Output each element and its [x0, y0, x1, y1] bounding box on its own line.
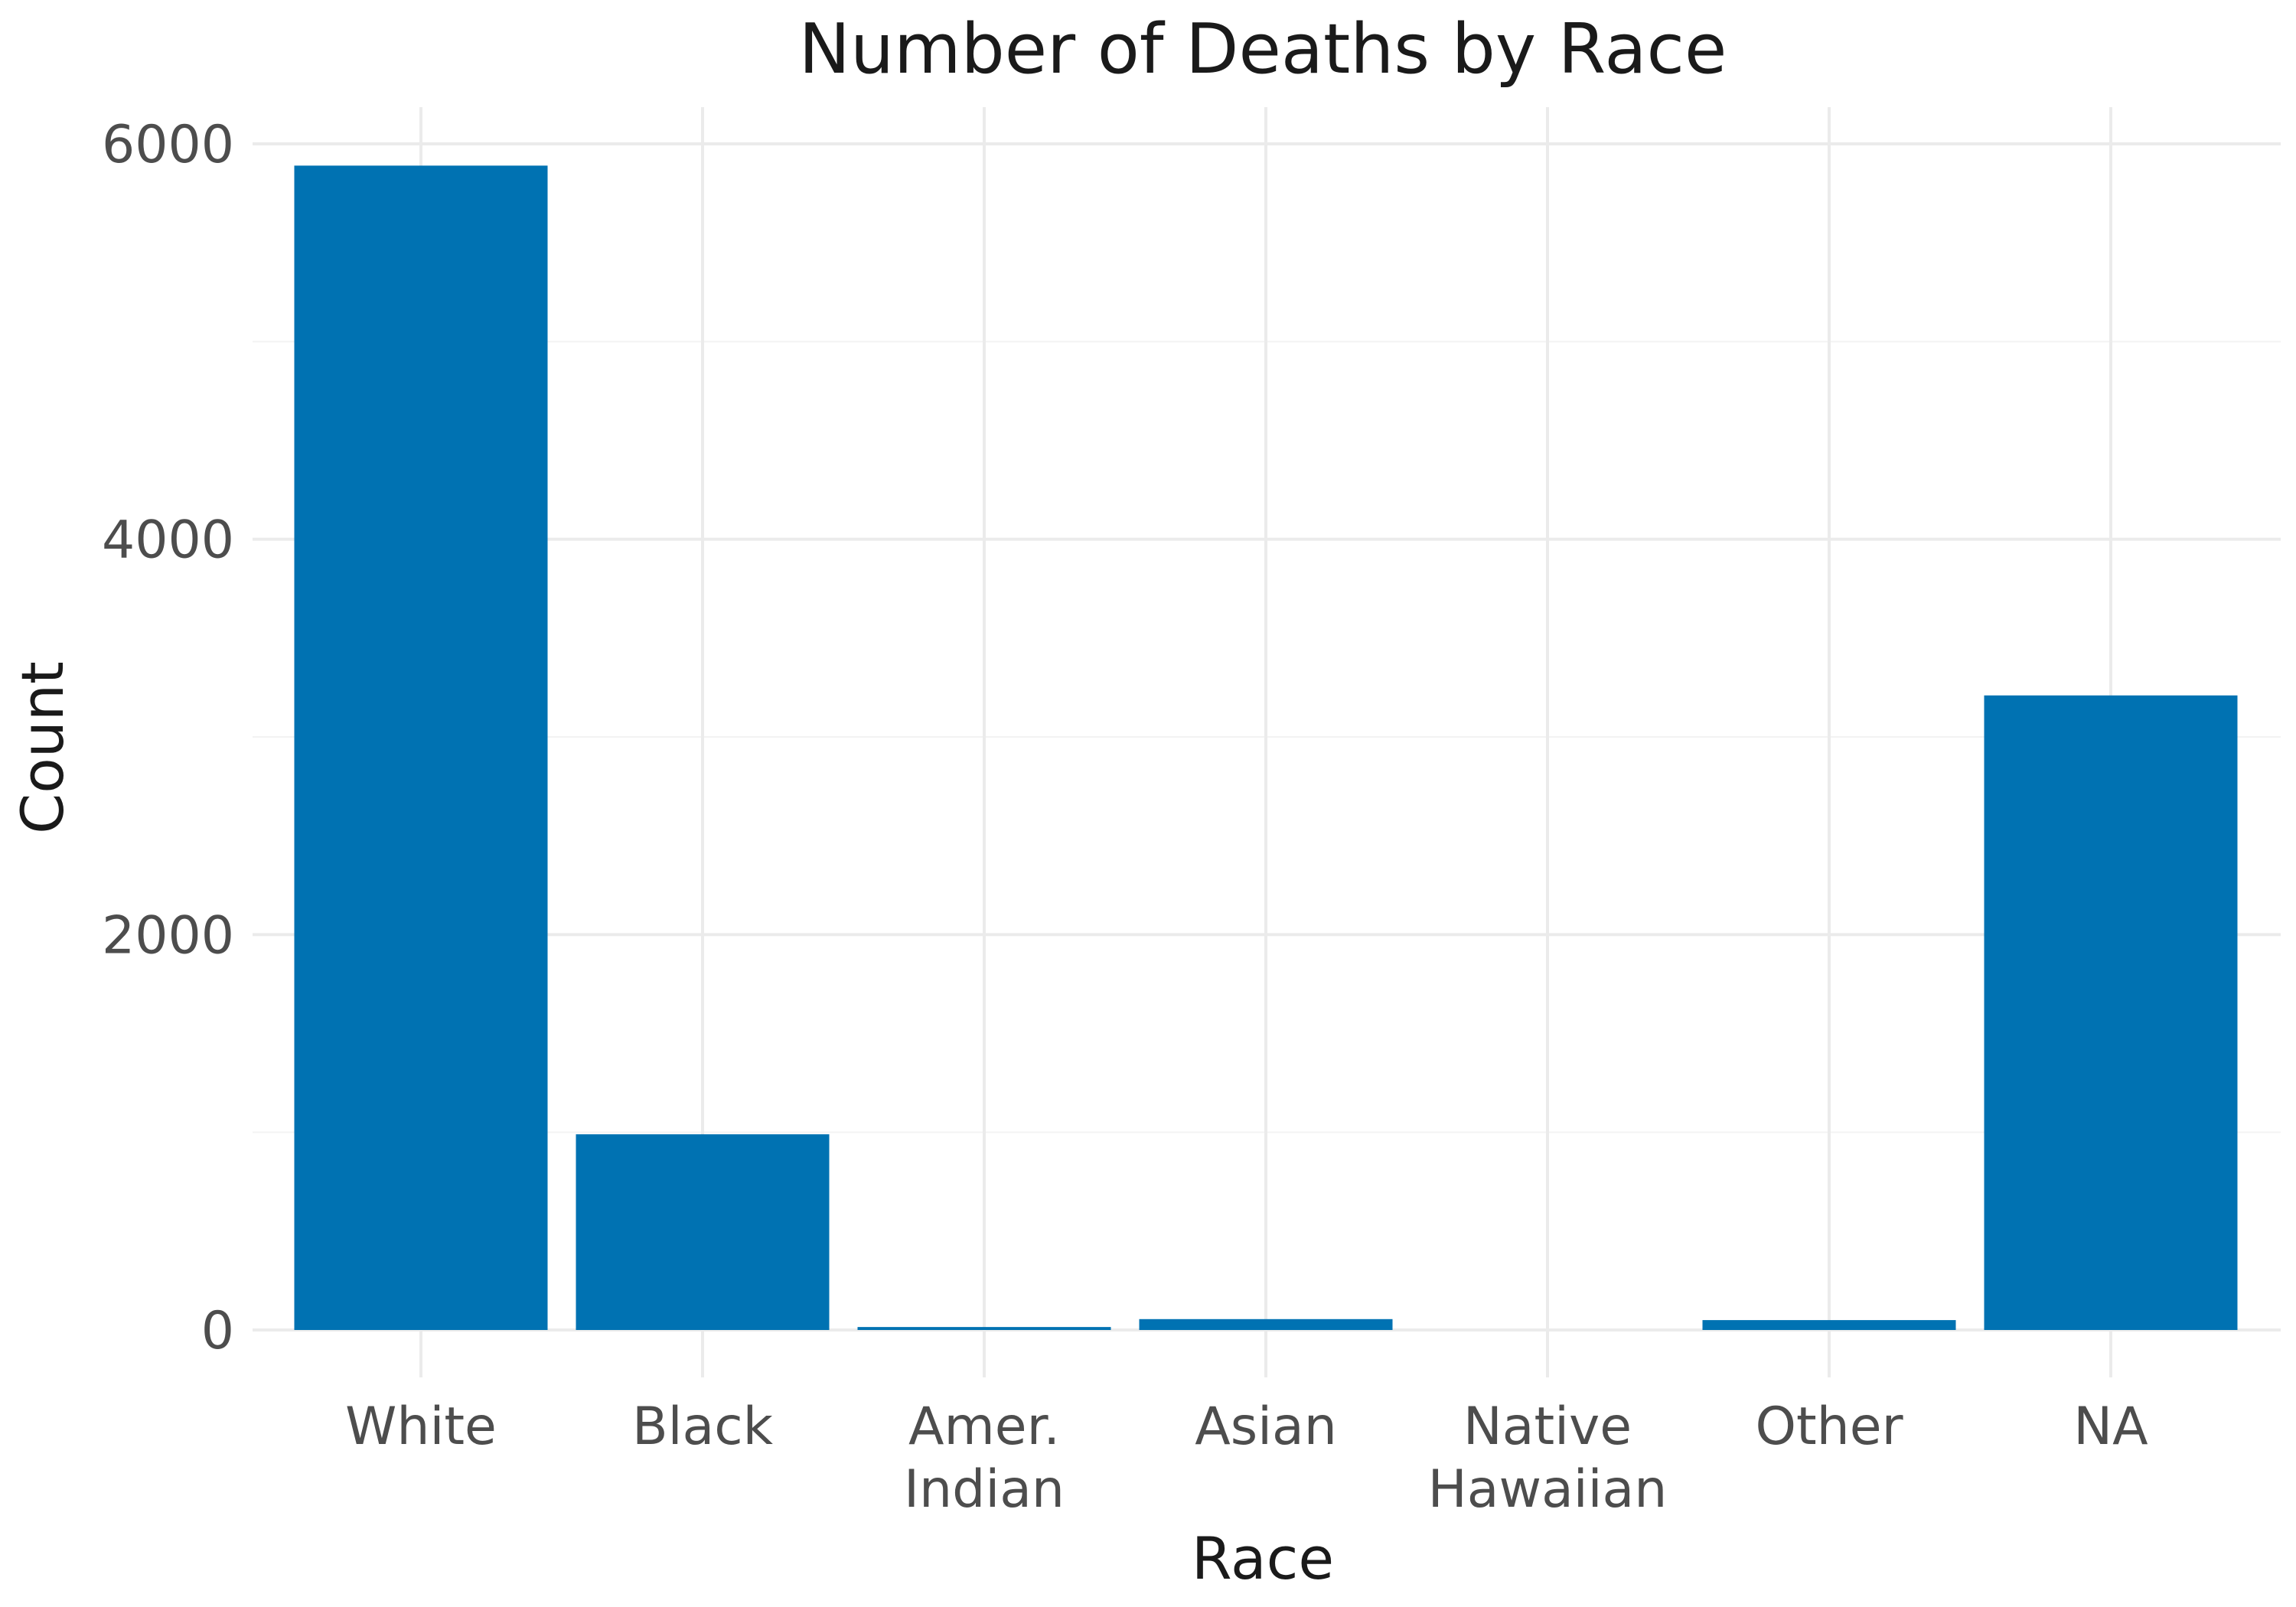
x-tick-label: White: [345, 1397, 497, 1457]
bar-asian: [1139, 1319, 1393, 1330]
x-tick-labels: White Black Amer. Indian Asian Native Hawaiian…: [345, 1397, 2148, 1520]
x-tick-label: Asian: [1195, 1397, 1337, 1457]
x-tick-label: Black: [632, 1397, 774, 1457]
x-axis-title: Race: [1192, 1524, 1334, 1592]
bar-black: [576, 1134, 830, 1330]
y-tick-label: 4000: [102, 510, 234, 571]
y-tick-label: 2000: [102, 905, 234, 966]
y-tick-labels: 0 2000 4000 6000: [102, 115, 234, 1361]
y-tick-label: 6000: [102, 115, 234, 175]
chart-title: Number of Deaths by Race: [799, 9, 1727, 90]
bar-other: [1702, 1320, 1956, 1330]
y-tick-label: 0: [201, 1301, 234, 1361]
x-tick-label: Other: [1755, 1397, 1903, 1457]
bars: [294, 165, 2238, 1331]
bar-na: [1984, 695, 2238, 1330]
x-tick-label: Amer. Indian: [904, 1397, 1065, 1520]
bar-white: [294, 165, 548, 1331]
grid-lines: [253, 107, 2281, 1377]
x-tick-label: Native Hawaiian: [1428, 1397, 1668, 1520]
x-tick-label: NA: [2073, 1397, 2148, 1457]
bar-amer-indian: [857, 1327, 1111, 1330]
y-axis-title: Count: [8, 661, 77, 834]
